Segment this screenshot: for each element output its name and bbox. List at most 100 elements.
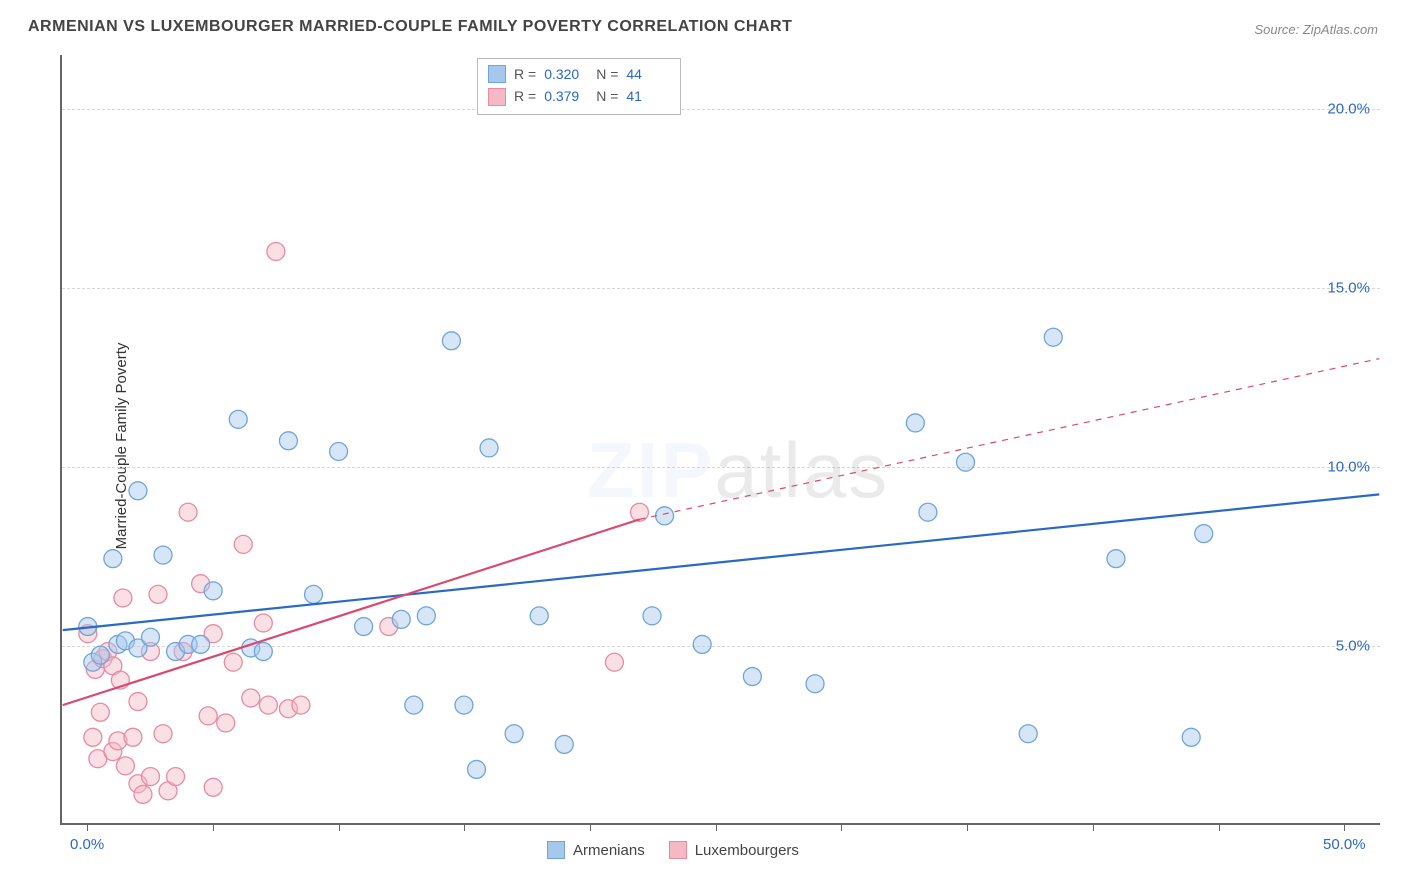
data-point: [224, 653, 242, 671]
x-tick: [464, 823, 465, 831]
legend-series-label: Armenians: [573, 842, 645, 859]
trendline-series1: [63, 494, 1380, 630]
data-point: [124, 728, 142, 746]
x-tick-label: 0.0%: [70, 836, 104, 853]
data-point: [179, 503, 197, 521]
trendline-series2-extrapolated: [639, 359, 1379, 520]
data-point: [204, 778, 222, 796]
plot-area: ZIPatlas R =0.320N =44R =0.379N =41 Arme…: [60, 55, 1380, 825]
data-point: [530, 607, 548, 625]
data-point: [656, 507, 674, 525]
data-point: [505, 725, 523, 743]
data-point: [1044, 328, 1062, 346]
legend-swatch: [547, 841, 565, 859]
legend-correlation-row: R = 0.320 N = 44: [488, 63, 670, 85]
r-label: R =: [514, 63, 536, 85]
legend-swatch: [488, 88, 506, 106]
data-point: [84, 728, 102, 746]
legend-series-item: Armenians: [547, 841, 645, 859]
data-point: [259, 696, 277, 714]
r-value: 0.320: [544, 63, 588, 85]
data-point: [919, 503, 937, 521]
n-label: N =: [596, 85, 618, 107]
data-point: [254, 643, 272, 661]
data-point: [355, 618, 373, 636]
x-tick: [1093, 823, 1094, 831]
data-point: [114, 589, 132, 607]
data-point: [142, 628, 160, 646]
data-point: [957, 453, 975, 471]
data-point: [643, 607, 661, 625]
x-tick: [339, 823, 340, 831]
data-point: [292, 696, 310, 714]
data-point: [204, 582, 222, 600]
data-point: [330, 443, 348, 461]
x-tick: [1219, 823, 1220, 831]
trendline-series2: [63, 519, 640, 705]
data-point: [1019, 725, 1037, 743]
legend-correlation: R = 0.320 N = 44 R = 0.379 N = 41: [477, 58, 681, 115]
data-point: [192, 635, 210, 653]
data-point: [1107, 550, 1125, 568]
data-point: [279, 432, 297, 450]
data-point: [91, 646, 109, 664]
data-point: [91, 703, 109, 721]
legend-swatch: [669, 841, 687, 859]
legend-series: Armenians Luxembourgers: [547, 841, 799, 859]
data-point: [134, 785, 152, 803]
x-tick: [1344, 823, 1345, 831]
data-point: [631, 503, 649, 521]
r-value: 0.379: [544, 85, 588, 107]
data-point: [104, 550, 122, 568]
data-point: [116, 757, 134, 775]
x-tick-label: 50.0%: [1323, 836, 1366, 853]
data-point: [806, 675, 824, 693]
data-point: [199, 707, 217, 725]
n-value: 44: [626, 63, 670, 85]
data-point: [129, 482, 147, 500]
data-point: [142, 768, 160, 786]
data-point: [455, 696, 473, 714]
chart-svg: [62, 55, 1380, 823]
data-point: [217, 714, 235, 732]
chart-title: ARMENIAN VS LUXEMBOURGER MARRIED-COUPLE …: [28, 18, 792, 36]
x-tick: [841, 823, 842, 831]
data-point: [693, 635, 711, 653]
data-point: [555, 735, 573, 753]
data-point: [405, 696, 423, 714]
data-point: [154, 546, 172, 564]
x-tick: [87, 823, 88, 831]
data-point: [305, 585, 323, 603]
data-point: [417, 607, 435, 625]
data-point: [468, 760, 486, 778]
legend-swatch: [488, 65, 506, 83]
n-value: 41: [626, 85, 670, 107]
x-tick: [716, 823, 717, 831]
x-tick: [967, 823, 968, 831]
data-point: [1195, 525, 1213, 543]
data-point: [743, 668, 761, 686]
data-point: [267, 242, 285, 260]
x-tick: [213, 823, 214, 831]
data-point: [1182, 728, 1200, 746]
data-point: [234, 535, 252, 553]
data-point: [480, 439, 498, 457]
legend-series-item: Luxembourgers: [669, 841, 799, 859]
data-point: [392, 610, 410, 628]
r-label: R =: [514, 85, 536, 107]
data-point: [605, 653, 623, 671]
data-point: [167, 768, 185, 786]
data-point: [254, 614, 272, 632]
data-point: [149, 585, 167, 603]
legend-series-label: Luxembourgers: [695, 842, 799, 859]
source-credit: Source: ZipAtlas.com: [1254, 22, 1378, 37]
data-point: [906, 414, 924, 432]
data-point: [242, 689, 260, 707]
data-point: [154, 725, 172, 743]
n-label: N =: [596, 63, 618, 85]
x-tick: [590, 823, 591, 831]
data-point: [129, 693, 147, 711]
data-point: [229, 410, 247, 428]
data-point: [442, 332, 460, 350]
legend-correlation-row: R = 0.379 N = 41: [488, 85, 670, 107]
